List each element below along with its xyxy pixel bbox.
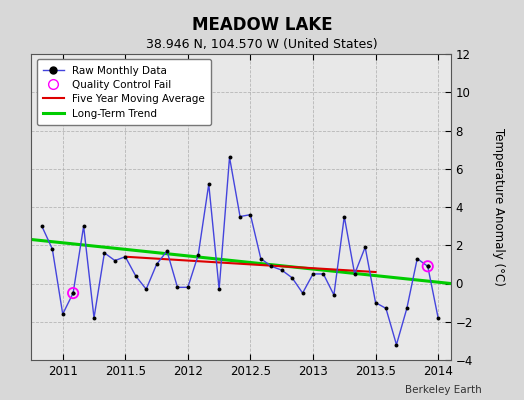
Text: Berkeley Earth: Berkeley Earth: [406, 385, 482, 395]
Y-axis label: Temperature Anomaly (°C): Temperature Anomaly (°C): [493, 128, 505, 286]
Point: [351, 271, 359, 277]
Point: [69, 290, 78, 296]
Text: MEADOW LAKE: MEADOW LAKE: [192, 16, 332, 34]
Point: [194, 252, 202, 258]
Point: [38, 223, 46, 229]
Point: [402, 305, 411, 312]
Point: [90, 315, 98, 321]
Point: [319, 271, 328, 277]
Point: [330, 292, 338, 298]
Point: [142, 286, 150, 292]
Point: [434, 315, 442, 321]
Point: [152, 261, 161, 268]
Point: [309, 271, 317, 277]
Point: [246, 212, 255, 218]
Point: [121, 254, 129, 260]
Point: [236, 213, 244, 220]
Point: [69, 290, 78, 296]
Point: [340, 213, 348, 220]
Legend: Raw Monthly Data, Quality Control Fail, Five Year Moving Average, Long-Term Tren: Raw Monthly Data, Quality Control Fail, …: [37, 59, 211, 125]
Point: [278, 267, 286, 273]
Point: [80, 223, 88, 229]
Text: 38.946 N, 104.570 W (United States): 38.946 N, 104.570 W (United States): [146, 38, 378, 51]
Point: [423, 263, 432, 270]
Point: [132, 273, 140, 279]
Point: [184, 284, 192, 290]
Point: [48, 246, 57, 252]
Point: [413, 256, 421, 262]
Point: [392, 342, 401, 348]
Point: [423, 263, 432, 270]
Point: [423, 263, 432, 270]
Point: [59, 311, 67, 317]
Point: [257, 256, 265, 262]
Point: [382, 305, 390, 312]
Point: [267, 263, 276, 270]
Point: [100, 250, 108, 256]
Point: [111, 257, 119, 264]
Point: [215, 286, 223, 292]
Point: [361, 244, 369, 250]
Point: [298, 290, 307, 296]
Point: [372, 300, 380, 306]
Point: [163, 248, 171, 254]
Point: [173, 284, 182, 290]
Point: [288, 274, 296, 281]
Point: [225, 154, 234, 160]
Point: [69, 290, 78, 296]
Point: [204, 181, 213, 187]
